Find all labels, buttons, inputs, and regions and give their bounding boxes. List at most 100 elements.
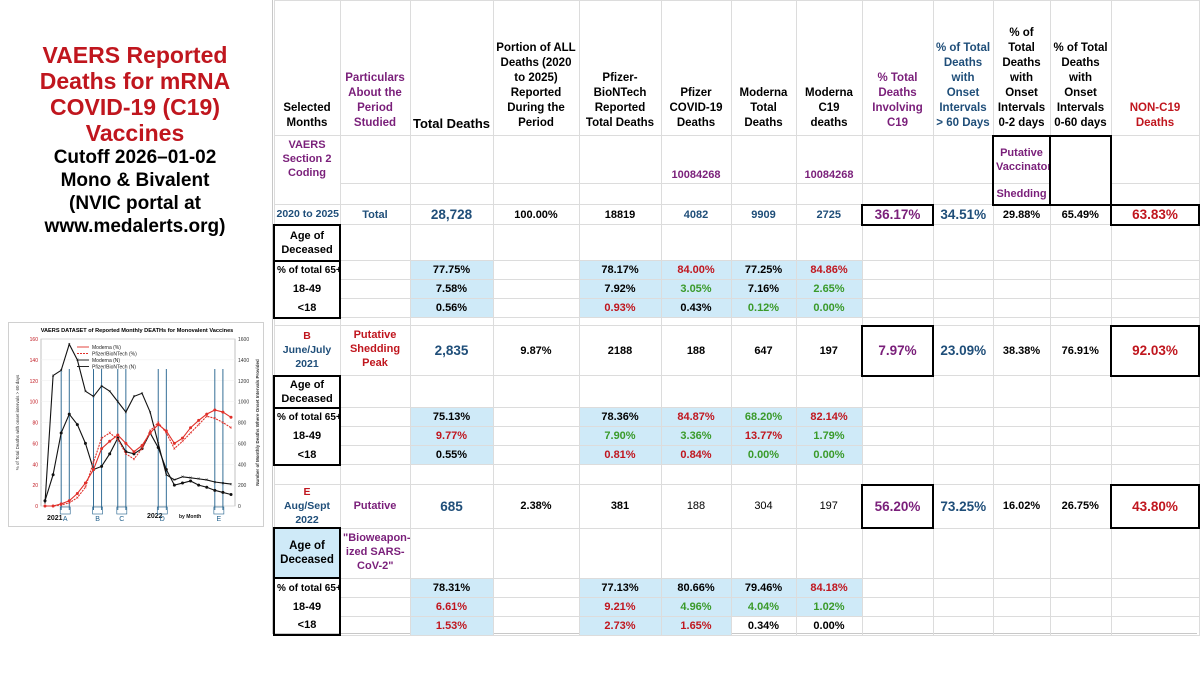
age-moderna-c19: 0.00% [795,445,863,465]
vaccine-types: Mono & Bivalent [60,170,210,191]
moderna-pct-point [132,450,136,454]
pfizer-n-point: × [141,391,144,397]
pfizer-total: 2188 [578,325,662,376]
moderna-pct-point [51,504,55,508]
mini-chart-svg: VAERS DATASET of Reported Monthly DEATHs… [15,328,260,523]
age-of-deceased-label: Age of Deceased [273,527,341,579]
putative-vaccinator: Putative Vaccinator [992,134,1051,184]
age-pfizer-total: 9.21% [578,596,662,617]
pct-c19: 36.17% [861,203,934,226]
mini-chart-right-tick: 1400 [238,358,249,364]
mini-chart-marker-box [116,506,128,515]
mini-chart-left-tick: 40 [32,462,38,468]
age-row-under-18: <18 1.53% 2.73% 1.65% 0.34% 0.00% [273,615,1200,636]
pfizer-pct-point: × [165,431,168,437]
period-name: E Aug/Sept 2022 [273,484,341,529]
period-particulars: Putative [339,484,411,529]
pfizer-n-point: × [165,472,168,478]
period-particulars-2: "Bioweapon-ized SARS-CoV-2" [339,527,411,579]
pfizer-pct-point: × [84,485,87,491]
age-label-under-18: <18 [273,616,341,636]
age-moderna-total: 13.77% [730,426,797,446]
period-row-b: B June/July 2021 Putative Shedding Peak … [273,324,1200,377]
moderna-pct-point [108,439,112,443]
empty-box-cell [1049,134,1112,206]
pfizer-pct-point: × [141,446,144,452]
pfizer-n-point: × [230,482,233,488]
moderna-code: 10084268 [795,135,863,184]
mini-chart-xlabel: by Month [179,514,201,520]
pfizer-pct-point: × [92,460,95,466]
shedding-label: Shedding [992,183,1051,206]
mini-chart-left-tick: 20 [32,483,38,489]
period-row-e: E Aug/Sept 2022 Putative 685 2.38% 381 1… [273,483,1200,529]
mini-chart-right-tick: 1000 [238,400,249,406]
mini-chart-left-tick: 140 [30,358,39,364]
moderna-n-point [67,412,71,416]
mini-chart-right-tick: 400 [238,462,247,468]
mini-chart-left-tick: 120 [30,379,39,385]
age-label-18-49: 18-49 [273,279,341,299]
moderna-n-point [124,450,128,454]
age-row-18-49: 18-49 7.58% 7.92% 3.05% 7.16% 2.65% [273,279,1200,299]
moderna-n-point [164,467,168,471]
header-pct-c19: % Total Deaths Involving C19 [861,0,934,136]
pfizer-n-point: × [124,410,127,416]
age-total: 6.61% [409,596,494,617]
pfizer-n-point: × [116,399,119,405]
period-letter: E [303,486,311,498]
moderna-pct-point [221,410,225,414]
pfizer-n-point: × [213,480,216,486]
age-pfizer-total: 0.93% [578,298,662,318]
age-pfizer-c19: 3.36% [660,426,732,446]
mini-chart-legend-label: Moderna (N) [92,358,120,364]
pfizer-n-point: × [76,358,79,364]
pfizer-n-point: × [132,394,135,400]
pfizer-pct-point: × [116,437,119,443]
age-pfizer-c19: 4.96% [660,596,732,617]
age-row-under-18: <18 0.55% 0.81% 0.84% 0.00% 0.00% [273,445,1200,466]
pfizer-n-line [44,342,232,503]
moderna-total: 647 [730,325,797,376]
moderna-n-point [132,452,136,456]
moderna-n-point [83,441,87,445]
pfizer-pct-point: × [108,431,111,437]
age-label-65: % of total 65+ [273,406,341,427]
age-total: 75.13% [409,407,494,427]
portion-all: 9.87% [492,325,580,376]
period-letter: B [303,330,311,343]
pfizer-n-point: × [157,441,160,447]
data-table-wrapper: Selected Months Particulars About the Pe… [272,0,1200,636]
age-pfizer-c19: 84.00% [660,260,732,280]
period-name-text: June/July 2021 [282,344,332,371]
age-total: 1.53% [409,615,494,636]
pct-0-60: 76.91% [1049,325,1112,376]
age-pfizer-c19: 0.84% [660,445,732,465]
age-pfizer-c19: 0.43% [660,298,732,318]
mini-chart-year-2: 2022 [147,513,163,520]
age-moderna-c19: 0.00% [795,298,863,318]
moderna-n-point [108,452,112,456]
pct-gt60: 73.25% [932,484,994,529]
mini-chart-legend-label: Pfizer/BioNTech (N) [92,365,136,371]
pct-0-2: 29.88% [992,204,1051,225]
header-pfizer-total: Pfizer-BioNTech Reported Total Deaths [578,0,662,136]
period-particulars: Putative Shedding Peak [339,325,411,376]
mini-chart-left-tick: 80 [32,421,38,427]
total-deaths: 2,835 [409,325,494,376]
age-pfizer-total: 7.92% [578,279,662,299]
vaers-coding-label: VAERS Section 2 Coding [273,135,341,205]
moderna-n-point [189,479,193,483]
pct-0-60: 65.49% [1049,204,1112,225]
moderna-n-point [213,488,217,492]
header-non-c19: NON-C19 Deaths [1110,0,1200,136]
moderna-pct-point [43,504,47,508]
moderna-n-point [229,493,233,497]
moderna-c19: 2725 [795,204,863,225]
pfizer-pct-point: × [60,503,63,509]
mini-chart-legend-label: Pfizer/BioNTech (%) [92,352,137,358]
moderna-pct-point [156,423,160,427]
pfizer-n-point: × [149,410,152,416]
header-total-deaths: Total Deaths [409,0,494,136]
pfizer-pct-point: × [189,431,192,437]
